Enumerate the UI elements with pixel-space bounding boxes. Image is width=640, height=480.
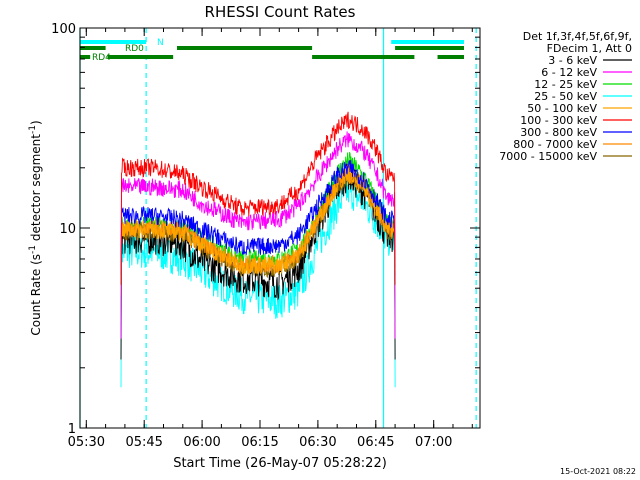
y-axis-label-superscript: -1: [28, 125, 38, 134]
legend-entry-label: 100 - 300 keV: [520, 114, 597, 127]
legend: Det 1f,3f,4f,5f,6f,9f, FDecim 1, Att 0 3…: [499, 30, 632, 163]
flag-bar-label: RD4: [92, 53, 111, 63]
generation-timestamp: 15-Oct-2021 08:22: [560, 467, 636, 476]
x-tick-label: 06:30: [299, 435, 336, 450]
series-line: [120, 111, 396, 285]
legend-entry-label: 3 - 6 keV: [548, 54, 597, 67]
legend-entry-label: 50 - 100 keV: [527, 102, 597, 115]
y-axis-label-part: ): [29, 120, 43, 125]
series-line: [120, 131, 396, 339]
x-tick-label: 05:30: [68, 435, 105, 450]
flag-bar-label: RD0: [125, 44, 144, 54]
legend-entry-label: 800 - 7000 keV: [513, 138, 597, 151]
x-tick-label: 06:45: [357, 435, 394, 450]
legend-header-line: FDecim 1, Att 0: [547, 42, 632, 55]
legend-entry-label: 300 - 800 keV: [520, 126, 597, 139]
series-line: [120, 160, 396, 276]
flag-bar-label: N: [157, 38, 164, 48]
x-tick-label: 06:00: [183, 435, 220, 450]
legend-entry-label: 25 - 50 keV: [534, 90, 597, 103]
legend-entry-label: 6 - 12 keV: [541, 66, 597, 79]
plot-area: N RD0 RD4: [79, 28, 477, 428]
chart-title: RHESSI Count Rates: [205, 3, 356, 21]
y-axis-label-superscript: -1: [28, 245, 38, 254]
y-tick-label: 100: [51, 22, 76, 37]
x-tick-label: 07:00: [415, 435, 452, 450]
y-axis-label: Count Rate (s-1 detector segment-1): [28, 120, 43, 335]
y-axis-label-part: detector segment: [29, 134, 43, 245]
x-tick-label: 06:15: [241, 435, 278, 450]
y-axis-label-part: Count Rate (s: [29, 254, 43, 336]
series-line: [120, 167, 396, 296]
legend-header-line: Det 1f,3f,4f,5f,6f,9f,: [523, 30, 632, 43]
x-tick-label: 05:45: [125, 435, 162, 450]
y-tick-label: 10: [59, 222, 76, 237]
y-axis: 1 10 100: [51, 22, 480, 437]
legend-entry-label: 7000 - 15000 keV: [499, 150, 597, 163]
x-axis-label: Start Time (26-May-07 05:28:22): [173, 456, 387, 471]
x-axis: 05:30 05:45 06:00 06:15 06:30 06:45 07:00: [68, 28, 473, 450]
y-tick-label: 1: [68, 422, 76, 437]
legend-entry-label: 12 - 25 keV: [534, 78, 597, 91]
